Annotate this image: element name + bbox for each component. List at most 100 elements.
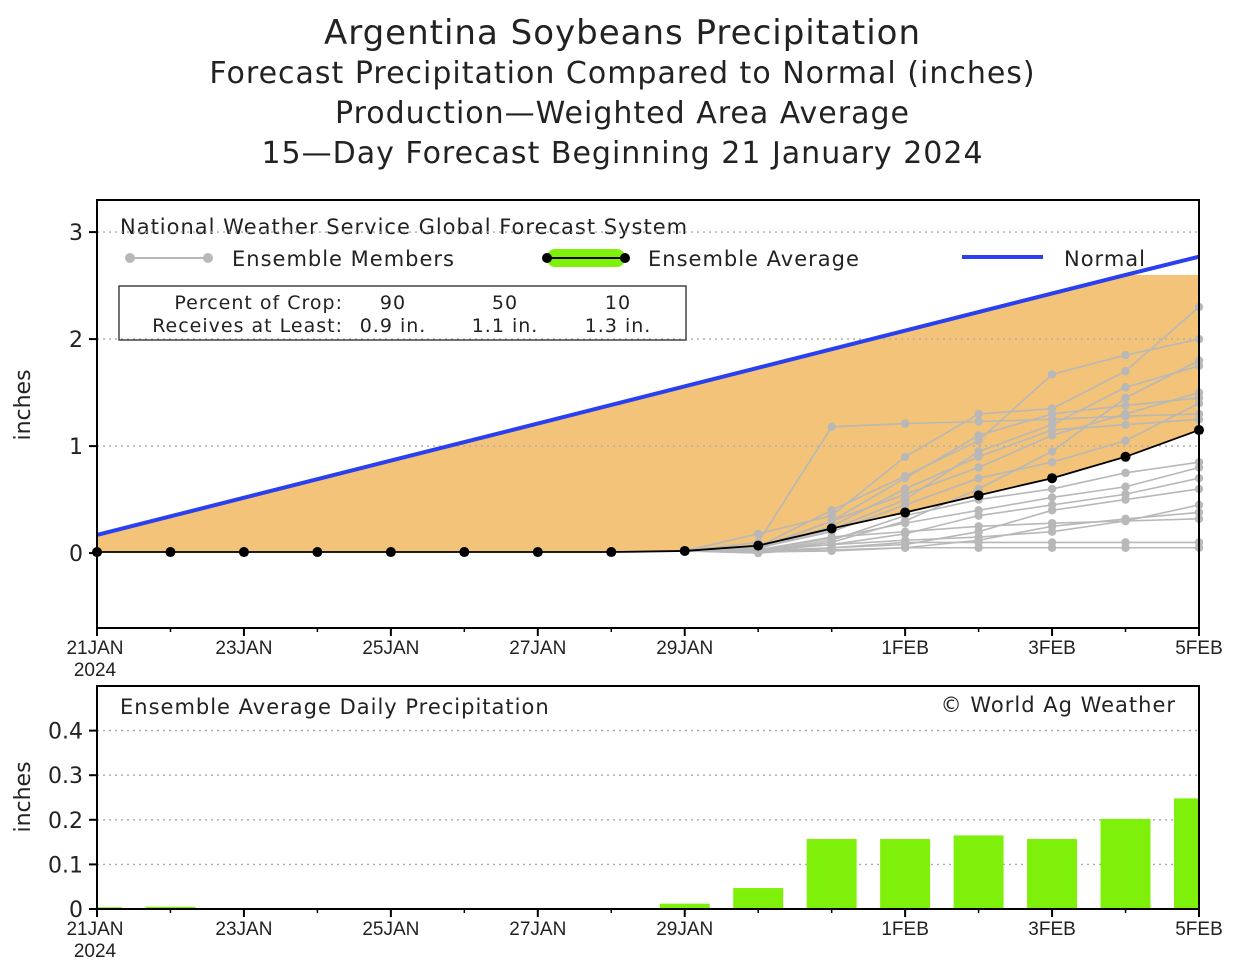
- ensemble-member-point: [974, 417, 983, 426]
- ensemble-average-point: [1047, 473, 1058, 484]
- crop-percent-50: 50: [492, 292, 518, 314]
- chart-title-block: Argentina Soybeans Precipitation Forecas…: [0, 12, 1245, 174]
- ensemble-member-point: [1121, 490, 1130, 499]
- crop-table-row1-label: Percent of Crop:: [174, 292, 343, 314]
- ensemble-member-point: [1047, 543, 1057, 552]
- crop-amount-10: 1.3 in.: [585, 315, 652, 337]
- ensemble-member-point: [1047, 500, 1057, 510]
- ensemble-member-point: [900, 543, 910, 552]
- ensemble-average-line: [97, 429, 1200, 553]
- ensemble-average-point: [238, 547, 249, 558]
- x-tick-year-label: 2024: [74, 660, 117, 681]
- ensemble-average-point: [312, 547, 323, 558]
- ensemble-member-point: [974, 463, 983, 472]
- top-y-tick-label: 2: [69, 328, 83, 353]
- daily-precip-bar: [733, 888, 784, 909]
- x-tick-label: 1FEB: [881, 638, 929, 659]
- ensemble-members-group: [684, 302, 1204, 558]
- ensemble-member-point: [1047, 447, 1057, 456]
- ensemble-member-point: [900, 452, 910, 461]
- ensemble-member-point: [900, 474, 910, 483]
- ensemble-member-point: [900, 495, 910, 504]
- x-tick-label: 3FEB: [1028, 919, 1076, 940]
- ensemble-average-point: [385, 547, 396, 558]
- x-tick-label: 25JAN: [362, 919, 419, 940]
- ensemble-average-point: [973, 490, 984, 501]
- ensemble-member-point: [1121, 420, 1130, 429]
- ensemble-member-point: [1121, 383, 1130, 392]
- ensemble-member-point: [1121, 468, 1130, 478]
- crop-amount-90: 0.9 in.: [360, 315, 427, 337]
- x-tick-label: 21JAN: [66, 638, 123, 659]
- ensemble-member-point: [1121, 350, 1130, 360]
- x-tick-label: 27JAN: [509, 919, 566, 940]
- ensemble-member-point: [974, 522, 983, 531]
- ensemble-average-point: [1120, 451, 1131, 462]
- ensemble-member-point: [900, 419, 910, 428]
- bottom-y-tick-label: 0.1: [48, 853, 83, 878]
- ensemble-member-point: [1047, 493, 1057, 502]
- ensemble-member-point: [1121, 393, 1130, 403]
- x-tick-label: 1FEB: [881, 919, 929, 940]
- ensemble-member-point: [974, 409, 983, 419]
- daily-precip-bar: [1100, 818, 1151, 909]
- ensemble-average-point: [165, 547, 176, 558]
- crop-table-row2-label: Receives at Least:: [152, 315, 343, 337]
- ensemble-member-line: [684, 477, 1200, 552]
- bottom-y-axis-label: inches: [11, 761, 36, 832]
- chart-subtitle-1: Forecast Precipitation Compared to Norma…: [209, 56, 1036, 91]
- ensemble-member-line: [684, 466, 1200, 552]
- x-tick-year-label: 2024: [74, 941, 117, 962]
- crop-percent-90: 90: [380, 292, 406, 314]
- ensemble-member-point: [1121, 367, 1130, 376]
- chart-subtitle-2: Production—Weighted Area Average: [335, 96, 910, 131]
- ensemble-member-point: [974, 447, 983, 456]
- bottom-y-tick-label: 0: [69, 898, 83, 923]
- normal-deficit-area: [97, 274, 1199, 553]
- ensemble-member-point: [1047, 370, 1057, 379]
- x-tick-label: 25JAN: [362, 638, 419, 659]
- bottom-plot-frame: [96, 685, 1200, 910]
- ensemble-member-point: [1121, 436, 1130, 445]
- ensemble-member-point: [827, 516, 836, 526]
- x-tick-label: 21JAN: [66, 919, 123, 940]
- legend-average-dot: [542, 253, 552, 263]
- normal-line: [96, 254, 1200, 537]
- crop-percent-10: 10: [605, 292, 631, 314]
- x-tick-label: 29JAN: [656, 919, 713, 940]
- daily-precip-bar: [953, 835, 1004, 909]
- ensemble-member-point: [900, 518, 910, 528]
- ensemble-average-point: [459, 547, 470, 558]
- ensemble-member-point: [827, 422, 836, 432]
- ensemble-member-point: [974, 506, 983, 515]
- copyright-credit: © World Ag Weather: [941, 693, 1176, 717]
- x-tick-label: 23JAN: [215, 638, 272, 659]
- chart-title: Argentina Soybeans Precipitation: [323, 13, 922, 53]
- bottom-panel-title: Ensemble Average Daily Precipitation: [120, 695, 550, 719]
- ensemble-member-point: [1121, 409, 1130, 419]
- legend-members-dot: [125, 253, 135, 263]
- legend-average-label: Ensemble Average: [648, 247, 860, 271]
- bottom-y-tick-label: 0.3: [48, 764, 83, 789]
- ensemble-average-point: [679, 545, 690, 556]
- top-y-tick-label: 1: [69, 435, 83, 460]
- ensemble-member-point: [1121, 543, 1130, 552]
- ensemble-average-point: [900, 507, 911, 518]
- ensemble-member-point: [900, 529, 910, 539]
- top-y-tick-label: 0: [69, 542, 83, 567]
- daily-precip-bar: [145, 906, 196, 909]
- chart-subtitle-3: 15—Day Forecast Beginning 21 January 202…: [261, 136, 984, 171]
- x-tick-label: 27JAN: [509, 638, 566, 659]
- ensemble-member-line: [684, 306, 1200, 552]
- ensemble-member-point: [1047, 420, 1057, 429]
- daily-precip-bar: [659, 903, 710, 909]
- x-tick-label: 23JAN: [215, 919, 272, 940]
- crop-amount-50: 1.1 in.: [472, 315, 539, 337]
- top-plot-frame: [96, 199, 1200, 629]
- crop-table-box: [118, 285, 687, 341]
- legend-members-label: Ensemble Members: [232, 247, 455, 271]
- top-y-axis-label: inches: [11, 369, 36, 440]
- ensemble-member-point: [754, 529, 763, 539]
- ensemble-member-line: [684, 546, 1199, 553]
